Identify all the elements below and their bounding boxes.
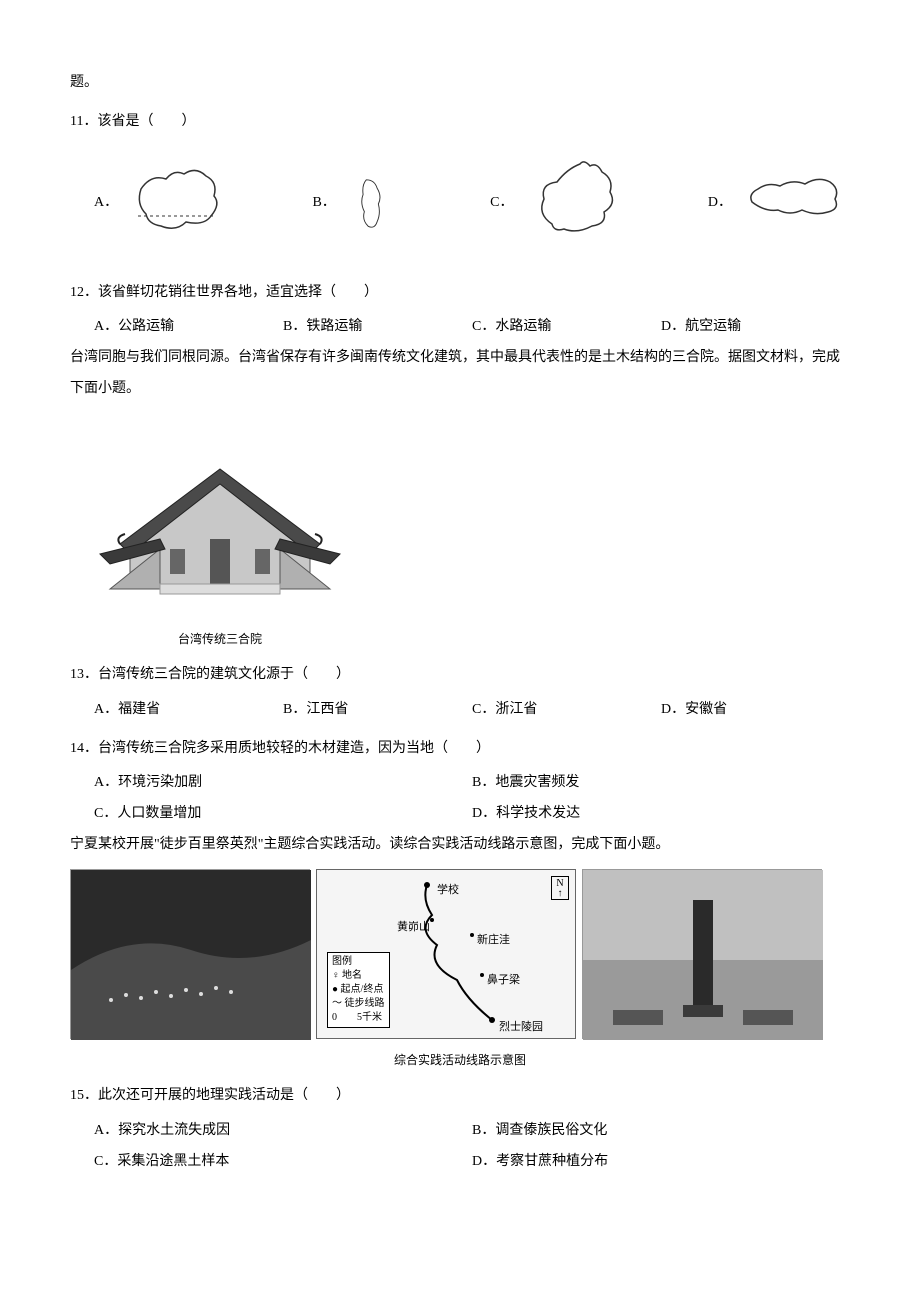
q11-option-b[interactable]: B． [312,154,413,254]
q13-option-d[interactable]: D．安徽省 [661,695,850,726]
q11-c-letter: C． [490,188,513,219]
route-figure: 学校 黄峁山 新庄洼 鼻子梁 烈士陵园 N ↑ 图例 ♀ 地名 ● 起点/终点 … [70,869,850,1039]
province-outline-c-icon [522,154,632,254]
q14-number: 14． [70,741,98,756]
q12-option-c[interactable]: C．水路运输 [472,312,661,343]
route-figure-container: 学校 黄峁山 新庄洼 鼻子梁 烈士陵园 N ↑ 图例 ♀ 地名 ● 起点/终点 … [70,869,850,1073]
ningxia-intro: 宁夏某校开展"徒步百里祭英烈"主题综合实践活动。读综合实践活动线路示意图，完成下… [70,830,850,861]
question-11: 11．该省是（ ） [70,107,850,138]
legend-title: 图例 [332,955,385,969]
q14-option-d[interactable]: D．科学技术发达 [472,799,850,830]
intro-continuation: 题。 [70,68,850,99]
q14-options: A．环境污染加剧 B．地震灾害频发 C．人口数量增加 D．科学技术发达 [70,768,850,830]
q14-stem: 台湾传统三合院多采用质地较轻的木材建造，因为当地（ ） [98,741,490,756]
q11-option-d[interactable]: D． [708,154,850,254]
q14-option-a[interactable]: A．环境污染加剧 [94,768,472,799]
q15-option-a[interactable]: A．探究水土流失成因 [94,1116,472,1147]
q13-option-b[interactable]: B．江西省 [283,695,472,726]
province-outline-b-icon [344,154,414,254]
q12-number: 12． [70,285,98,300]
q12-stem: 该省鲜切花销往世界各地，适宜选择（ ） [98,285,378,300]
label-huangmao: 黄峁山 [397,915,430,939]
province-outline-a-icon [126,154,236,254]
map-legend: 图例 ♀ 地名 ● 起点/终点 〜 徒步线路 0 5千米 [327,952,390,1028]
legend-place: ♀ 地名 [332,969,385,983]
q11-stem: 该省是（ ） [97,114,195,129]
question-15: 15．此次还可开展的地理实践活动是（ ） [70,1081,850,1112]
route-map: 学校 黄峁山 新庄洼 鼻子梁 烈士陵园 N ↑ 图例 ♀ 地名 ● 起点/终点 … [316,869,576,1039]
q11-options: A． B． C． D． [70,154,850,254]
monument-photo-icon [582,869,822,1039]
building-caption: 台湾传统三合院 [70,626,370,652]
question-14: 14．台湾传统三合院多采用质地较轻的木材建造，因为当地（ ） [70,734,850,765]
q13-option-c[interactable]: C．浙江省 [472,695,661,726]
q15-options: A．探究水土流失成因 B．调查傣族民俗文化 C．采集沿途黑土样本 D．考察甘蔗种… [70,1116,850,1178]
q13-stem: 台湾传统三合院的建筑文化源于（ ） [98,667,350,682]
q13-option-a[interactable]: A．福建省 [94,695,283,726]
sanheyuan-building-icon [70,429,370,609]
north-arrow-icon: N ↑ [551,876,569,900]
label-cemetery: 烈士陵园 [499,1015,543,1039]
q15-option-b[interactable]: B．调查傣族民俗文化 [472,1116,850,1147]
hiking-photo-icon [70,869,310,1039]
legend-point: ● 起点/终点 [332,983,385,997]
q11-option-a[interactable]: A． [94,154,236,254]
label-biziliang: 鼻子梁 [487,968,520,992]
route-caption: 综合实践活动线路示意图 [70,1047,850,1073]
province-outline-d-icon [740,154,850,254]
question-12: 12．该省鲜切花销往世界各地，适宜选择（ ） [70,278,850,309]
q15-number: 15． [70,1088,98,1103]
q15-option-c[interactable]: C．采集沿途黑土样本 [94,1147,472,1178]
q15-option-d[interactable]: D．考察甘蔗种植分布 [472,1147,850,1178]
q11-b-letter: B． [312,188,335,219]
q12-option-b[interactable]: B．铁路运输 [283,312,472,343]
label-xinzhuang: 新庄洼 [477,928,510,952]
legend-route: 〜 徒步线路 [332,997,385,1011]
q13-options: A．福建省 B．江西省 C．浙江省 D．安徽省 [70,695,850,726]
q11-option-c[interactable]: C． [490,154,631,254]
q11-number: 11． [70,114,97,129]
legend-scale: 0 5千米 [332,1011,385,1025]
label-school: 学校 [437,878,459,902]
q13-number: 13． [70,667,98,682]
taiwan-intro: 台湾同胞与我们同根同源。台湾省保存有许多闽南传统文化建筑，其中最具代表性的是土木… [70,343,850,405]
q11-a-letter: A． [94,188,118,219]
q14-option-c[interactable]: C．人口数量增加 [94,799,472,830]
q14-option-b[interactable]: B．地震灾害频发 [472,768,850,799]
building-figure: 台湾传统三合院 [70,429,850,652]
q11-d-letter: D． [708,188,732,219]
q15-stem: 此次还可开展的地理实践活动是（ ） [98,1088,350,1103]
question-13: 13．台湾传统三合院的建筑文化源于（ ） [70,660,850,691]
q12-option-a[interactable]: A．公路运输 [94,312,283,343]
q12-option-d[interactable]: D．航空运输 [661,312,850,343]
q12-options: A．公路运输 B．铁路运输 C．水路运输 D．航空运输 [70,312,850,343]
